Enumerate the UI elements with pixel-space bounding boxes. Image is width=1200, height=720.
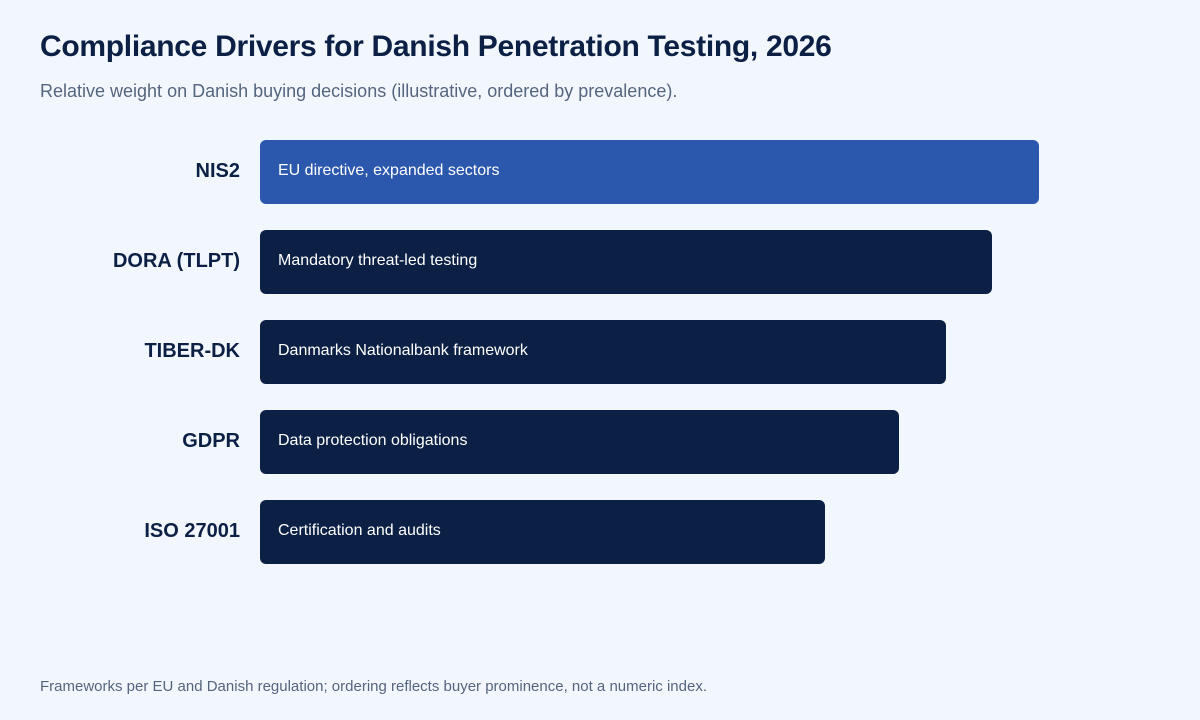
bar-annotation-nis2: EU directive, expanded sectors <box>278 162 500 179</box>
category-label-tiber-dk: TIBER-DK <box>144 340 240 362</box>
bar-annotation-iso-27001: Certification and audits <box>278 522 441 539</box>
chart-title: Compliance Drivers for Danish Penetratio… <box>40 30 832 63</box>
chart-subtitle: Relative weight on Danish buying decisio… <box>40 81 678 101</box>
bar-annotation-gdpr: Data protection obligations <box>278 432 468 449</box>
bar-iso-27001 <box>260 500 825 564</box>
category-label-nis2: NIS2 <box>195 160 240 182</box>
bar-annotation-dora-tlpt: Mandatory threat-led testing <box>278 252 478 269</box>
category-label-dora-tlpt: DORA (TLPT) <box>112 250 240 272</box>
category-label-gdpr: GDPR <box>182 430 240 452</box>
bar-nis2 <box>260 140 1039 204</box>
bar-gdpr <box>260 410 899 474</box>
bar-dora-tlpt <box>260 230 992 294</box>
bar-tiber-dk <box>260 320 946 384</box>
bar-annotation-tiber-dk: Danmarks Nationalbank framework <box>278 342 528 359</box>
category-label-iso-27001: ISO 27001 <box>144 520 240 542</box>
chart-footnote: Frameworks per EU and Danish regulation;… <box>40 678 707 695</box>
